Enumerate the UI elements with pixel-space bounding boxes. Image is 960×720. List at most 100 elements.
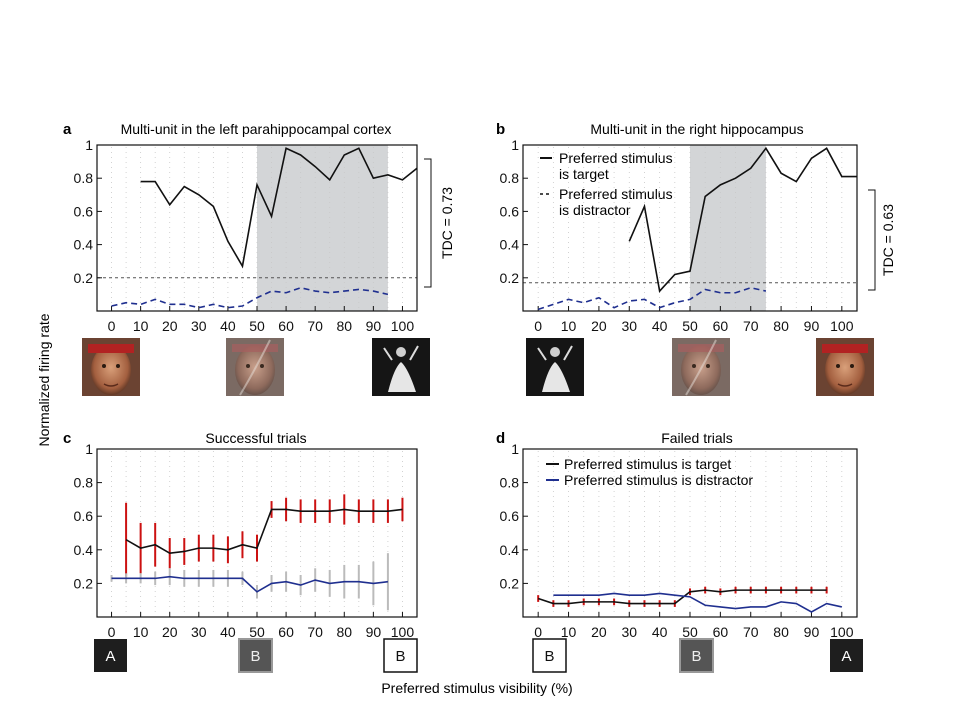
x-tick-label-c: 10 bbox=[133, 624, 149, 640]
x-tick-label-b: 70 bbox=[743, 318, 759, 334]
y-tick-label-a: 0.8 bbox=[74, 170, 94, 186]
y-tick-label-c: 0.6 bbox=[74, 508, 94, 524]
tdc-label-a: TDC = 0.73 bbox=[439, 187, 455, 259]
x-tick-label-c: 80 bbox=[336, 624, 352, 640]
x-tick-label-d: 70 bbox=[743, 624, 759, 640]
x-tick-label-b: 100 bbox=[830, 318, 854, 334]
chart-panel-b: 0.20.40.60.810 10 20 30 40 50 60 70 80 90 100 bbox=[500, 137, 858, 334]
x-tick-label-c: 50 bbox=[249, 624, 265, 640]
panel-a-letter: a bbox=[63, 121, 72, 138]
stimulus-box-d-left: B bbox=[532, 638, 567, 673]
tdc-bracket-a: TDC = 0.73 bbox=[424, 158, 455, 288]
y-tick-label-d: 1 bbox=[511, 441, 519, 457]
legend-d: Preferred stimulus is target Preferred s… bbox=[546, 456, 753, 488]
x-tick-label-d: 0 bbox=[534, 624, 542, 640]
x-tick-label-c: 70 bbox=[307, 624, 323, 640]
stimulus-image-face-left bbox=[82, 338, 140, 396]
x-tick-label-b: 80 bbox=[773, 318, 789, 334]
panel-d-letter: d bbox=[496, 430, 505, 447]
x-tick-label-b: 10 bbox=[561, 318, 577, 334]
stimulus-box-c-left-label: A bbox=[105, 648, 115, 665]
y-tick-label-c: 0.4 bbox=[74, 542, 94, 558]
stimulus-box-c-mid-label: B bbox=[250, 648, 260, 665]
y-tick-label-b: 0.8 bbox=[500, 170, 520, 186]
stimulus-image-dress-right bbox=[372, 338, 430, 396]
x-tick-label-d: 40 bbox=[652, 624, 668, 640]
panel-c-letter: c bbox=[63, 430, 71, 447]
x-tick-label-a: 70 bbox=[307, 318, 323, 334]
chart-panel-a: 0.20.40.60.810 10 20 30 40 50 60 70 80 90 100 bbox=[74, 137, 418, 334]
x-tick-label-b: 90 bbox=[804, 318, 820, 334]
series-line-a-distractor bbox=[111, 286, 389, 309]
stimulus-image-morph-b bbox=[672, 338, 730, 396]
y-tick-label-d: 0.4 bbox=[500, 542, 520, 558]
x-tick-label-a: 30 bbox=[191, 318, 207, 334]
x-tick-label-b: 40 bbox=[652, 318, 668, 334]
series-line-c-target bbox=[125, 508, 403, 554]
x-tick-label-b: 0 bbox=[534, 318, 542, 334]
stimulus-box-c-left: A bbox=[94, 639, 127, 672]
x-tick-label-d: 100 bbox=[830, 624, 854, 640]
y-tick-label-c: 0.8 bbox=[74, 475, 94, 491]
legend-b-target-line1: Preferred stimulus bbox=[559, 150, 673, 166]
y-tick-label-d: 0.6 bbox=[500, 508, 520, 524]
stimulus-box-c-right: B bbox=[383, 638, 418, 673]
x-tick-label-d: 30 bbox=[621, 624, 637, 640]
series-line-c-distractor bbox=[111, 575, 389, 593]
plot-layer: 0.20.40.60.810 10 20 30 40 50 60 70 80 90 1000.20.… bbox=[74, 137, 858, 640]
x-tick-label-b: 60 bbox=[713, 318, 729, 334]
x-tick-label-c: 20 bbox=[162, 624, 178, 640]
x-tick-label-c: 90 bbox=[366, 624, 382, 640]
x-tick-label-c: 0 bbox=[108, 624, 116, 640]
tdc-label-b: TDC = 0.63 bbox=[880, 204, 896, 276]
x-tick-label-a: 50 bbox=[249, 318, 265, 334]
x-tick-label-a: 60 bbox=[278, 318, 294, 334]
series-line-b-distractor bbox=[537, 286, 767, 311]
x-tick-label-c: 40 bbox=[220, 624, 236, 640]
y-tick-label-d: 0.2 bbox=[500, 575, 520, 591]
panel-b-letter: b bbox=[496, 121, 505, 138]
y-tick-label-a: 0.6 bbox=[74, 203, 94, 219]
x-tick-label-c: 100 bbox=[391, 624, 415, 640]
x-tick-label-a: 0 bbox=[108, 318, 116, 334]
stimulus-box-c-right-label: B bbox=[395, 648, 405, 665]
panel-a-title: Multi-unit in the left parahippocampal c… bbox=[121, 121, 392, 137]
panel-c-title: Successful trials bbox=[205, 430, 306, 446]
stimulus-box-c-mid: B bbox=[238, 638, 273, 673]
stimulus-box-d-left-label: B bbox=[544, 648, 554, 665]
stimulus-image-face-right bbox=[816, 338, 874, 396]
x-tick-label-c: 30 bbox=[191, 624, 207, 640]
panel-d-title: Failed trials bbox=[661, 430, 733, 446]
x-tick-label-a: 40 bbox=[220, 318, 236, 334]
legend-b-distractor-line1: Preferred stimulus bbox=[559, 186, 673, 202]
y-tick-label-c: 0.2 bbox=[74, 575, 94, 591]
x-tick-label-b: 20 bbox=[591, 318, 607, 334]
x-tick-label-b: 50 bbox=[682, 318, 698, 334]
x-tick-label-b: 30 bbox=[621, 318, 637, 334]
panel-b-title: Multi-unit in the right hippocampus bbox=[590, 121, 803, 137]
y-tick-label-a: 1 bbox=[85, 137, 93, 153]
x-tick-label-d: 10 bbox=[561, 624, 577, 640]
x-tick-label-d: 50 bbox=[682, 624, 698, 640]
legend-b: Preferred stimulus is target Preferred s… bbox=[540, 150, 673, 218]
stimulus-box-d-mid: B bbox=[679, 638, 714, 673]
x-tick-label-d: 60 bbox=[713, 624, 729, 640]
series-line-d-distractor bbox=[553, 592, 842, 613]
y-tick-label-b: 0.4 bbox=[500, 237, 520, 253]
shaded-region-b bbox=[690, 145, 766, 311]
stimulus-box-d-right-label: A bbox=[841, 648, 851, 665]
x-tick-label-a: 90 bbox=[366, 318, 382, 334]
y-tick-label-b: 0.2 bbox=[500, 270, 520, 286]
stimulus-box-d-mid-label: B bbox=[691, 648, 701, 665]
legend-b-target-line2: is target bbox=[559, 166, 609, 182]
legend-d-target-label: Preferred stimulus is target bbox=[564, 456, 731, 472]
x-tick-label-c: 60 bbox=[278, 624, 294, 640]
tdc-bracket-b: TDC = 0.63 bbox=[868, 189, 896, 291]
x-axis-label: Preferred stimulus visibility (%) bbox=[381, 680, 572, 696]
x-tick-label-a: 10 bbox=[133, 318, 149, 334]
x-tick-label-a: 100 bbox=[391, 318, 415, 334]
y-tick-label-b: 0.6 bbox=[500, 203, 520, 219]
y-tick-label-d: 0.8 bbox=[500, 475, 520, 491]
y-tick-label-a: 0.4 bbox=[74, 237, 94, 253]
